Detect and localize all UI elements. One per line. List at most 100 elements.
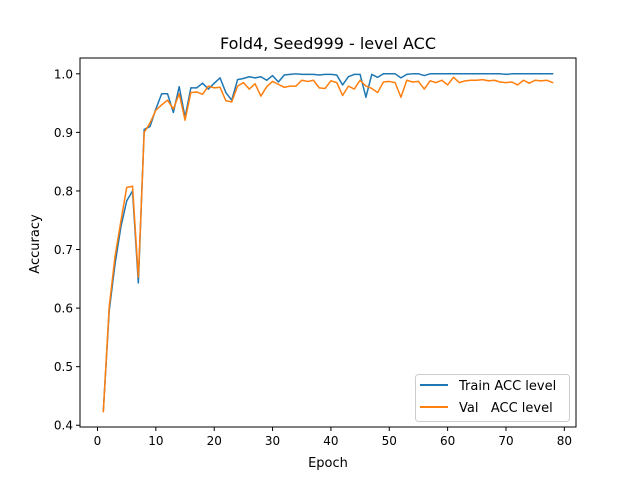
data-point-s0-23: [236, 79, 239, 81]
data-point-s1-68: [499, 81, 501, 83]
data-point-s0-76: [546, 73, 548, 75]
data-point-s0-66: [487, 73, 490, 75]
data-point-s0-4: [126, 200, 128, 202]
data-point-s0-60: [452, 73, 455, 75]
data-point-s1-73: [528, 82, 530, 84]
data-point-s1-27: [260, 95, 262, 97]
data-point-s1-18: [207, 85, 209, 87]
data-point-s1-48: [382, 81, 385, 83]
plot-area: 0 10 20 30 40 50 60 70 80 0.4 0.5 0.6 0.7 0.8 0.9 1.0: [54, 57, 577, 448]
data-point-s1-13: [178, 93, 180, 95]
data-point-s1-59: [447, 84, 449, 86]
axes-frame: [79, 57, 577, 428]
data-point-s0-29: [271, 74, 274, 77]
data-point-s1-8: [149, 122, 151, 124]
legend-label-train: Train ACC level: [458, 379, 556, 394]
data-point-s0-7: [143, 128, 145, 131]
data-point-s0-62: [464, 73, 466, 75]
data-point-s0-13: [178, 86, 180, 88]
data-point-s0-68: [499, 73, 501, 75]
data-point-s1-75: [540, 80, 542, 82]
data-point-s1-23: [236, 85, 239, 87]
data-point-s1-20: [219, 86, 221, 88]
data-point-s1-0: [102, 411, 104, 413]
data-point-s1-53: [412, 81, 414, 83]
data-point-s0-17: [201, 82, 204, 84]
data-point-s1-32: [289, 85, 291, 87]
data-point-s1-7: [143, 131, 145, 133]
data-point-s0-15: [190, 87, 192, 89]
data-point-s1-62: [464, 80, 466, 82]
data-point-s1-45: [365, 85, 367, 87]
data-point-s0-43: [353, 73, 355, 75]
x-axis-label: Epoch: [308, 456, 348, 471]
data-point-s1-4: [126, 186, 128, 189]
data-point-s0-12: [172, 111, 174, 114]
data-point-s1-5: [131, 185, 134, 187]
y-tick-label-5: 0.9: [54, 126, 73, 140]
data-point-s0-20: [219, 77, 221, 79]
data-point-s1-26: [254, 83, 256, 85]
data-point-s1-22: [231, 101, 233, 103]
data-point-s1-57: [435, 82, 437, 84]
data-point-s0-21: [225, 91, 227, 94]
data-point-s1-36: [312, 79, 315, 81]
data-point-s1-6: [137, 276, 139, 278]
data-point-s1-24: [242, 82, 244, 84]
data-point-s1-21: [225, 100, 227, 102]
data-point-s0-77: [552, 73, 554, 75]
data-point-s1-12: [172, 108, 174, 110]
data-point-s1-60: [452, 76, 455, 78]
data-point-s1-72: [522, 79, 525, 81]
data-point-s0-55: [423, 74, 425, 77]
data-point-s1-10: [161, 104, 163, 106]
data-point-s1-77: [552, 82, 554, 84]
data-point-s1-15: [190, 91, 192, 94]
data-point-s0-64: [476, 73, 478, 75]
data-point-s0-69: [505, 73, 507, 75]
data-point-s0-67: [493, 73, 495, 75]
data-point-s1-50: [394, 82, 396, 84]
data-point-s0-54: [417, 73, 420, 75]
data-point-s0-74: [534, 73, 536, 75]
data-point-s0-24: [242, 77, 244, 80]
y-tick-label-0: 0.4: [54, 419, 73, 433]
data-point-s0-32: [289, 73, 291, 75]
data-point-s1-47: [377, 91, 379, 94]
data-point-s0-19: [213, 82, 215, 84]
data-point-s0-42: [347, 76, 350, 78]
series-line-1: [102, 76, 554, 413]
data-point-s1-69: [505, 82, 507, 84]
x-tick-label-5: 50: [382, 434, 397, 448]
data-point-s1-17: [201, 93, 204, 95]
data-point-s1-2: [114, 255, 116, 258]
chart-title: Fold4, Seed999 - level ACC: [220, 34, 436, 53]
data-point-s0-31: [283, 74, 285, 76]
data-point-s1-49: [388, 80, 390, 83]
data-point-s0-25: [248, 76, 250, 78]
data-point-s0-8: [149, 125, 151, 128]
data-point-s1-39: [330, 80, 332, 82]
x-tick-label-8: 80: [557, 434, 572, 448]
data-point-s1-33: [295, 85, 297, 87]
data-point-s0-33: [295, 73, 297, 75]
x-tick-label-7: 70: [498, 434, 513, 448]
data-point-s0-18: [207, 88, 209, 90]
data-point-s0-56: [429, 73, 431, 75]
data-point-s1-42: [347, 85, 350, 87]
data-point-s0-58: [441, 73, 443, 75]
data-point-s1-66: [487, 80, 490, 82]
y-tick-label-2: 0.6: [54, 302, 73, 316]
data-point-s1-38: [324, 87, 326, 90]
data-point-s0-71: [517, 73, 519, 75]
x-tick-label-0: 0: [94, 434, 102, 448]
data-point-s1-28: [266, 86, 268, 88]
data-point-s1-41: [341, 94, 344, 97]
data-point-s0-40: [336, 74, 338, 76]
data-point-s0-72: [522, 73, 525, 75]
data-point-s1-74: [534, 79, 536, 81]
data-point-s1-25: [248, 88, 250, 90]
x-tick-label-3: 30: [265, 434, 280, 448]
data-point-s1-3: [120, 220, 122, 223]
